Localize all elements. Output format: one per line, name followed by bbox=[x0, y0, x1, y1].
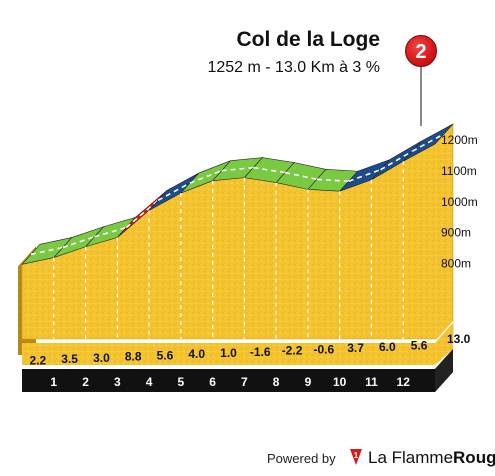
gradient-label: 5.6 bbox=[157, 348, 174, 362]
road-centerline bbox=[94, 226, 127, 238]
gradient-label: -2.2 bbox=[282, 344, 303, 358]
road-centerline bbox=[189, 169, 222, 184]
flamme-rouge-logo-icon: 1 bbox=[350, 449, 362, 465]
gradient-label: -1.6 bbox=[250, 345, 271, 359]
gradient-label: 6.0 bbox=[379, 340, 396, 354]
gradient-label: 4.0 bbox=[188, 347, 205, 361]
brand-name: La FlammeRouge bbox=[368, 448, 495, 468]
elevation-tick-label: 1100m bbox=[441, 164, 477, 178]
elevation-tick-label: 900m bbox=[441, 226, 471, 240]
logo-digit: 1 bbox=[354, 451, 359, 460]
brand-name-bold: Rouge bbox=[453, 448, 495, 467]
gradient-label: 5.6 bbox=[411, 339, 428, 353]
gradient-label: 2.2 bbox=[30, 353, 47, 367]
km-tick-label: 2 bbox=[82, 375, 89, 389]
brand-name-light: La Flamme bbox=[368, 448, 454, 467]
gradient-label: 1.0 bbox=[220, 346, 237, 360]
distance-base bbox=[22, 349, 453, 392]
total-distance-label: 13.0 bbox=[447, 332, 471, 346]
km-tick-label: 6 bbox=[209, 375, 216, 389]
gradient-label: 8.8 bbox=[125, 350, 142, 364]
road-centerline bbox=[348, 169, 381, 182]
km-tick-label: 8 bbox=[273, 375, 280, 389]
gradient-label: -0.6 bbox=[313, 342, 334, 356]
km-tick-label: 7 bbox=[241, 375, 248, 389]
elevation-tick-label: 1200m bbox=[441, 133, 478, 147]
distance-base-side bbox=[435, 349, 453, 392]
gradient-label: 3.0 bbox=[93, 351, 110, 365]
road-centerline bbox=[125, 199, 159, 229]
road-centerline bbox=[411, 133, 445, 152]
terrain-area bbox=[21, 123, 454, 340]
road-centerline bbox=[380, 150, 413, 171]
climb-subtitle: 1252 m - 13.0 Km à 3 % bbox=[207, 59, 380, 76]
km-tick-label: 5 bbox=[178, 375, 185, 389]
gradient-label: 3.5 bbox=[61, 352, 78, 366]
km-tick-label: 1 bbox=[50, 375, 57, 389]
km-tick-label: 11 bbox=[365, 375, 378, 389]
terrain-front-strip bbox=[22, 323, 453, 365]
km-tick-label: 9 bbox=[305, 375, 312, 389]
gradient-label: 3.7 bbox=[347, 341, 364, 355]
climb-number-badge: 2 bbox=[405, 35, 437, 67]
km-tick-label: 10 bbox=[333, 375, 347, 389]
elevation-tick-label: 1000m bbox=[441, 195, 478, 209]
km-tick-label: 12 bbox=[397, 375, 411, 389]
elevation-tick-label: 800m bbox=[441, 256, 471, 270]
road-centerline bbox=[62, 235, 95, 249]
road-centerline bbox=[30, 246, 63, 256]
road-centerline bbox=[157, 182, 191, 202]
road-centerline bbox=[284, 171, 318, 181]
km-tick-label: 4 bbox=[146, 375, 153, 389]
climb-title: Col de la Loge bbox=[236, 28, 380, 51]
powered-by-label: Powered by bbox=[267, 451, 336, 466]
km-tick-label: 3 bbox=[114, 375, 121, 389]
